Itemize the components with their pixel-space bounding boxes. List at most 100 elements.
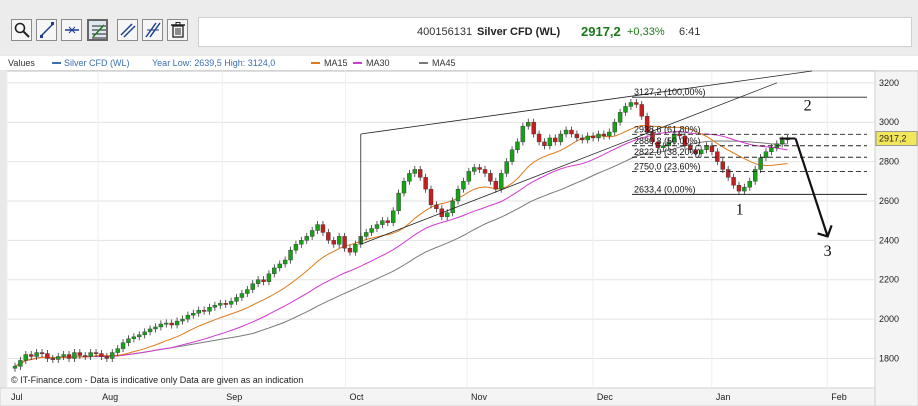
candle [282,259,288,265]
candle [423,177,428,190]
candle [558,133,563,143]
candle [309,230,315,237]
candle [455,188,461,202]
candle [12,366,18,369]
candle [634,102,639,105]
candle [39,352,45,354]
candle [185,314,191,320]
legend-ma45: MA45 [432,58,456,68]
candle [115,348,120,353]
candle [698,149,704,154]
price-change: +0,33% [627,26,665,38]
candle [104,356,110,359]
candle [542,141,547,147]
candle [56,356,61,360]
candle [234,297,239,302]
y-tick-label: 1800 [879,353,899,363]
fib-level-label: 2633,4 (0,00%) [634,184,696,194]
candle [428,188,434,206]
candle [563,129,569,135]
candle [336,236,342,245]
fib-level-label: 2750,0 (23,60%) [634,161,701,171]
forecast-arrow-head [817,225,833,238]
candle [709,145,715,152]
legend-values-label: Values [8,58,35,68]
candle [72,352,77,359]
candle [191,312,196,316]
wave-label: 1 [736,202,744,219]
candle [50,358,56,360]
candle [401,181,407,194]
candle [736,184,742,192]
candle [617,112,623,123]
candle [655,141,661,148]
candle [639,104,644,117]
parallel-lines-button[interactable] [142,19,163,41]
candle [347,248,353,253]
candle [88,352,93,357]
x-tick-label: Dec [597,392,614,402]
x-tick-label: Feb [831,392,847,402]
candle [369,228,374,233]
zoom-button[interactable] [11,19,32,41]
candle [288,249,293,261]
y-tick-label: 2400 [879,235,899,245]
y-tick-label: 2600 [879,196,899,206]
legend-swatch-ma45 [419,62,428,64]
candle [250,283,255,290]
candle [131,336,137,339]
quote-time: 6:41 [679,26,701,38]
candle [45,353,50,359]
candle [147,328,153,333]
fib-level-label: 2880,3 (50,00%) [634,136,701,146]
legend-swatch-ma30 [353,62,362,64]
candle [580,137,585,141]
candle [212,305,218,308]
delete-button[interactable] [167,19,188,41]
candle [574,133,580,139]
candle [407,173,412,182]
y-tick-label: 2800 [879,157,899,167]
candle [515,141,520,150]
candle [93,352,99,354]
candle [342,236,347,249]
trash-icon [171,22,185,38]
fib-level-label: 2938,6 (61,80%) [634,124,701,134]
x-tick-label: Jul [11,392,23,402]
trendline-icon [40,22,54,38]
horizontal-line-icon [65,26,79,34]
candle [725,169,731,178]
horizontal-line-button[interactable] [61,19,82,41]
candle [120,342,126,349]
candle [607,131,612,137]
channel-button[interactable] [117,19,138,41]
candle [255,279,261,284]
candle [461,181,466,190]
candle [623,106,628,113]
x-tick-label: Nov [471,392,488,402]
candle [380,220,385,225]
forecast-arrow [794,138,829,237]
candle [715,151,720,162]
last-price: 2917,2 [581,24,621,39]
symbol-id: 400156131 [417,26,473,38]
candle [110,352,115,359]
candle [239,293,245,298]
candle [553,137,558,143]
candle [245,289,250,294]
legend-year-range: Year Low: 2639,5 High: 3124,0 [152,58,276,68]
instrument-name: Silver CFD (WL) [477,26,561,38]
fib-level-label: 3127,2 (100,00%) [634,87,706,97]
trendline-button[interactable] [36,19,57,41]
fibonacci-button[interactable] [87,19,108,41]
candle [450,200,455,213]
candle [628,102,634,107]
y-tick-label: 3200 [879,78,899,88]
candle [169,322,174,326]
channel-icon [120,23,136,38]
candle [223,303,228,305]
plot-area[interactable] [6,70,876,389]
candle [261,279,266,282]
candle [693,149,698,154]
